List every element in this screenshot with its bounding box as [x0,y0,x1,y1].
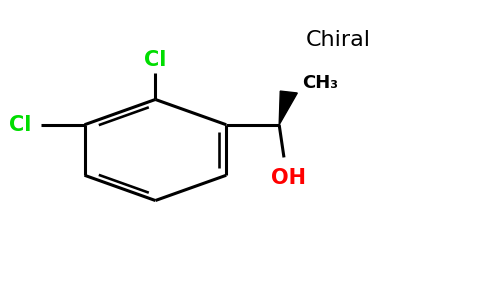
Text: OH: OH [272,168,306,188]
Polygon shape [279,91,297,125]
Text: Cl: Cl [9,115,31,135]
Text: CH₃: CH₃ [302,74,338,92]
Text: Cl: Cl [144,50,166,70]
Text: Chiral: Chiral [306,30,371,50]
